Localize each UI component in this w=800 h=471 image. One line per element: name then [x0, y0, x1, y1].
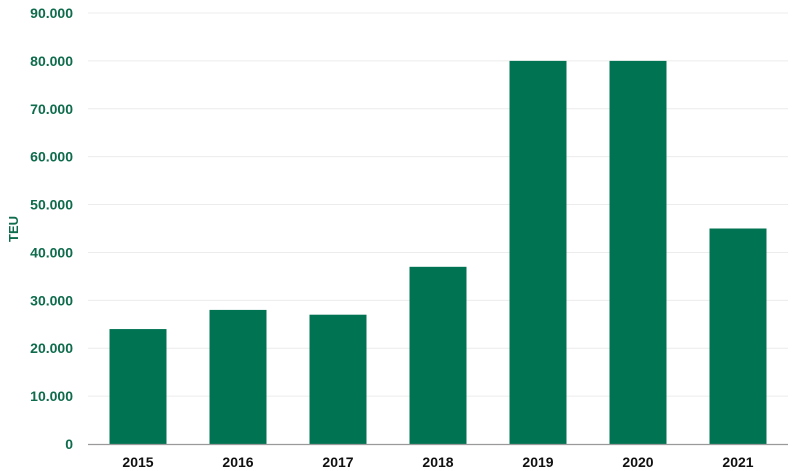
x-tick-label: 2018	[422, 454, 453, 470]
y-tick-label: 10.000	[30, 388, 73, 404]
bars	[109, 60, 767, 445]
y-tick-label: 20.000	[30, 340, 73, 356]
x-axis-ticks: 2015 2016 2017 2018 2019 2020 2021	[122, 454, 753, 470]
y-tick-label: 60.000	[30, 149, 73, 165]
bar-2019	[509, 60, 567, 445]
y-tick-label: 0	[65, 436, 73, 452]
y-axis-label: TEU	[6, 216, 21, 242]
y-tick-label: 90.000	[30, 5, 73, 21]
x-tick-label: 2015	[122, 454, 153, 470]
x-tick-label: 2016	[222, 454, 253, 470]
y-tick-label: 30.000	[30, 292, 73, 308]
x-tick-label: 2021	[722, 454, 753, 470]
gridlines	[88, 12, 788, 397]
x-tick-label: 2020	[622, 454, 653, 470]
y-tick-label: 80.000	[30, 53, 73, 69]
bar-2017	[309, 314, 367, 444]
y-tick-label: 70.000	[30, 101, 73, 117]
bar-2021	[709, 228, 767, 444]
y-axis-ticks: 0 10.000 20.000 30.000 40.000 50.000 60.000 70.…	[30, 5, 73, 452]
bar-2016	[209, 309, 267, 444]
x-tick-label: 2019	[522, 454, 553, 470]
bar-2018	[409, 266, 467, 444]
bar-2015	[109, 329, 167, 444]
x-tick-label: 2017	[322, 454, 353, 470]
y-tick-label: 40.000	[30, 244, 73, 260]
y-tick-label: 50.000	[30, 197, 73, 213]
bar-2020	[609, 60, 667, 445]
